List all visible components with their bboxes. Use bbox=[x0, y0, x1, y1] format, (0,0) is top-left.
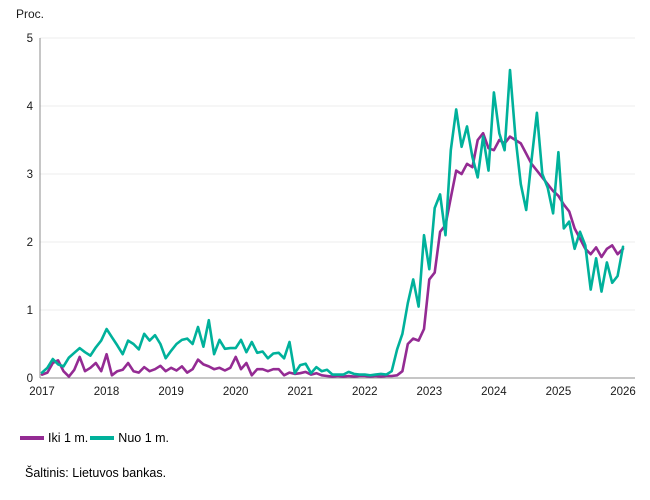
x-tick-label: 2026 bbox=[610, 386, 636, 398]
legend-label-nuo-1-m: Nuo 1 m. bbox=[118, 431, 170, 445]
y-tick-label: 5 bbox=[27, 33, 33, 45]
y-tick-label: 0 bbox=[27, 373, 33, 385]
x-tick-label: 2019 bbox=[158, 386, 184, 398]
y-tick-label: 3 bbox=[27, 169, 33, 181]
y-tick-label: 4 bbox=[27, 101, 34, 113]
x-tick-label: 2025 bbox=[546, 386, 572, 398]
legend-item-iki-1-m: Iki 1 m. bbox=[20, 431, 88, 445]
x-tick-label: 2018 bbox=[94, 386, 120, 398]
x-tick-label: 2017 bbox=[29, 386, 55, 398]
legend-swatch-nuo-1-m bbox=[90, 436, 115, 440]
x-tick-label: 2020 bbox=[223, 386, 249, 398]
x-tick-label: 2023 bbox=[417, 386, 443, 398]
chart-legend: Iki 1 m. Nuo 1 m. bbox=[20, 431, 171, 445]
legend-swatch-iki-1-m bbox=[20, 436, 44, 440]
source-text: Šaltinis: Lietuvos bankas. bbox=[25, 466, 167, 480]
series-line-nuo-1-m- bbox=[40, 68, 625, 377]
line-chart: 0 1 2 3 4 5 2017 2018 2019 2020 2021 2022 2023 2024 20… bbox=[27, 33, 636, 398]
y-axis-unit-label: Proc. bbox=[16, 7, 45, 21]
y-tick-label: 2 bbox=[27, 237, 33, 249]
legend-label-iki-1-m: Iki 1 m. bbox=[48, 431, 89, 445]
y-tick-label: 1 bbox=[27, 305, 33, 317]
x-tick-label: 2022 bbox=[352, 386, 378, 398]
x-tick-label: 2024 bbox=[481, 386, 507, 398]
series-line-iki-1-m- bbox=[40, 131, 625, 378]
legend-item-nuo-1-m: Nuo 1 m. bbox=[90, 431, 169, 445]
x-tick-label: 2021 bbox=[287, 386, 313, 398]
